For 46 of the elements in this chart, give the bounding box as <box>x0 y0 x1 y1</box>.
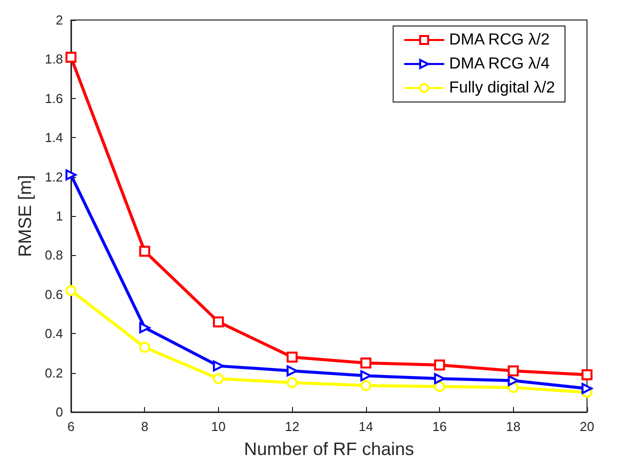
x-tick-label: 10 <box>211 419 226 434</box>
point <box>212 373 224 384</box>
legend-label: Fully digital λ/2 <box>449 80 556 96</box>
point <box>139 246 150 257</box>
y-tick-label: 2 <box>56 12 63 28</box>
point <box>286 377 298 388</box>
y-tick-label: 0.6 <box>44 286 63 302</box>
y-tick-label: 1 <box>56 208 63 224</box>
x-tick-label: 8 <box>141 419 148 434</box>
point <box>434 373 446 384</box>
point <box>360 380 372 392</box>
point <box>434 381 446 392</box>
y-tick-label: 0 <box>56 404 63 420</box>
y-tick-label: 1.2 <box>44 169 63 184</box>
point <box>434 359 446 370</box>
x-tick-label: 6 <box>67 419 75 434</box>
x-tick-label: 12 <box>284 419 300 434</box>
y-tick-label: 1.6 <box>44 90 63 106</box>
x-tick-label: 20 <box>580 419 594 434</box>
point <box>360 370 372 382</box>
point <box>582 369 592 380</box>
point <box>286 352 298 363</box>
x-tick-label: 16 <box>432 419 447 434</box>
y-tick-label: 0.4 <box>44 326 63 342</box>
point <box>508 365 519 376</box>
point <box>139 322 150 334</box>
y-tick-label: 1.4 <box>44 130 63 146</box>
point <box>286 365 298 376</box>
x-tick-label: 18 <box>506 419 521 434</box>
legend-label: DMA RCG λ/4 <box>449 56 550 72</box>
legend-label: DMA RCG λ/2 <box>449 32 550 48</box>
y-axis-title: RMSE [m] <box>15 174 35 258</box>
point <box>212 360 224 372</box>
point <box>65 52 76 63</box>
point <box>212 316 224 328</box>
point <box>65 169 76 180</box>
y-tick-label: 0.8 <box>44 248 63 263</box>
y-tick-label: 0.2 <box>44 365 63 380</box>
point <box>65 284 76 296</box>
y-tick-label: 1.8 <box>44 52 63 67</box>
point <box>508 375 519 386</box>
x-axis-title: Number of RF chains <box>244 439 414 459</box>
point <box>360 358 372 368</box>
x-tick-label: 14 <box>358 419 374 434</box>
point <box>582 382 592 394</box>
point <box>139 342 150 353</box>
